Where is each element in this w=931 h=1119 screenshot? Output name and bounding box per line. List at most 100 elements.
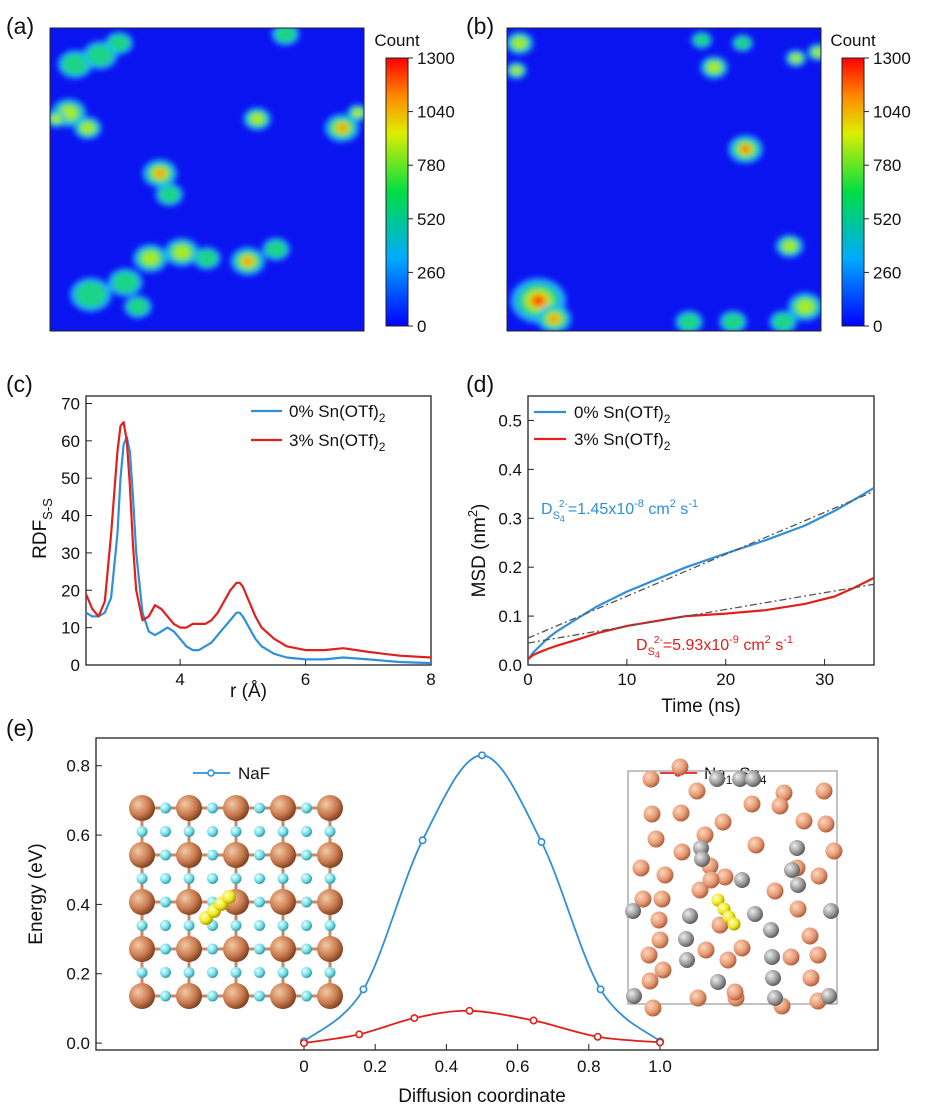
f-atom (301, 990, 312, 1002)
f-atom (207, 873, 218, 884)
hotspot (693, 33, 710, 47)
sn-atom (763, 922, 779, 938)
colorbar-tick-label: 1300 (873, 49, 911, 68)
f-atom (207, 943, 218, 955)
na-atom (651, 931, 669, 949)
legend-label: 3% Sn(OTf)2 (289, 431, 386, 454)
na-atom (129, 889, 155, 915)
legend-label-naf: NaF (238, 764, 270, 783)
fit-line (528, 490, 874, 639)
hotspot (242, 256, 254, 266)
y-tick-label: 0.0 (498, 656, 522, 675)
na-atom (176, 889, 202, 915)
f-atom (136, 967, 148, 978)
sn-atom (709, 771, 725, 787)
colorbar-tick-label: 1040 (873, 103, 911, 122)
rdf-chart: 4 6 8 0 10 20 30 40 50 60 70 0% Sn(OTf)2 3% Sn(OTf)2… (30, 394, 436, 702)
hotspot (772, 313, 794, 331)
hotspot (265, 240, 287, 258)
na-atom (634, 890, 652, 908)
hotspot (275, 28, 296, 43)
na-atom (176, 795, 202, 821)
hotspot (80, 122, 95, 134)
na-atom (747, 836, 765, 854)
na-atom (801, 927, 819, 945)
sn-atom (764, 949, 780, 965)
data-point (537, 837, 546, 846)
y-tick-label: 70 (61, 394, 80, 413)
colorbar-tick-label: 260 (873, 263, 901, 282)
na-atom (802, 969, 820, 987)
na-atom (696, 826, 714, 844)
x-tick-label: 8 (426, 670, 435, 689)
f-atom (324, 873, 336, 884)
heatmap-b: Count 0 260 520 780 1040 1300 (506, 27, 911, 336)
y-axis-label: Energy (eV) (26, 843, 47, 944)
na-atom (817, 815, 835, 833)
sn-atom (732, 771, 748, 787)
series-line-0 (303, 754, 661, 1043)
panel-label-c: (c) (6, 371, 33, 397)
f-atom (324, 826, 336, 837)
na-atom (691, 881, 709, 899)
x-axis-label: Diffusion coordinate (398, 1086, 566, 1107)
y-tick-label: 40 (61, 507, 80, 526)
diffusion-annotation: DS42-=1.45x10-8 cm2 s-1 (541, 498, 698, 524)
sn-atom (734, 872, 750, 888)
na-atom (689, 989, 707, 1007)
na15sn4-crystal-illustration (625, 758, 843, 1017)
f-atom (160, 873, 171, 884)
na-atom (270, 889, 296, 915)
f-atom (301, 943, 312, 955)
plot-frame (95, 737, 879, 1051)
msd-chart: 0 10 20 30 0.0 0.1 0.2 0.3 0.4 0.5 0% Sn(OTf)2 3% S… (465, 395, 875, 717)
na-atom (726, 983, 744, 1001)
na-atom (640, 946, 658, 964)
f-atom (254, 990, 265, 1002)
f-atom (230, 826, 242, 837)
sn-atom (678, 931, 694, 947)
hotspot (51, 114, 62, 124)
f-atom (207, 849, 218, 861)
y-tick-label: 50 (61, 469, 80, 488)
f-atom (254, 826, 265, 837)
energy-chart: 00.20.40.60.81.00.00.20.40.60.8NaFNa15Sn… (26, 737, 879, 1107)
sn-atom (694, 851, 710, 867)
heatmap-a: Count 0 260 520 780 1040 1300 (49, 27, 455, 336)
f-atom (254, 920, 265, 931)
x-tick-label: 6 (301, 670, 310, 689)
x-tick-label: 0.8 (577, 1057, 601, 1076)
y-tick-label: 20 (61, 581, 80, 600)
hotspot (790, 54, 802, 63)
f-atom (301, 826, 312, 837)
f-atom (207, 802, 218, 814)
data-point (593, 1032, 602, 1041)
f-atom (160, 920, 171, 931)
hotspot (158, 186, 180, 204)
y-tick-label: 0.4 (498, 460, 522, 479)
panel-label-a: (a) (6, 13, 34, 39)
na-atom (654, 961, 672, 979)
na-atom (671, 758, 689, 776)
na-atom (270, 983, 296, 1009)
y-tick-label: 0.8 (66, 757, 90, 776)
hotspot (512, 37, 527, 49)
f-atom (254, 873, 265, 884)
hotspot (707, 61, 722, 74)
na-atom (825, 842, 843, 860)
f-atom (324, 967, 336, 978)
na-atom (743, 795, 761, 813)
hotspot-layer (50, 28, 364, 319)
hotspot-layer (507, 31, 821, 331)
sn-atom (745, 771, 761, 787)
hotspot (548, 314, 560, 324)
series-line-0 (528, 486, 874, 661)
x-tick-label: 10 (617, 670, 636, 689)
na-atom (270, 795, 296, 821)
na-atom (223, 795, 249, 821)
sn-atom (682, 908, 698, 924)
na-atom (632, 859, 650, 877)
y-tick-label: 0.6 (66, 826, 90, 845)
f-atom (160, 896, 171, 908)
